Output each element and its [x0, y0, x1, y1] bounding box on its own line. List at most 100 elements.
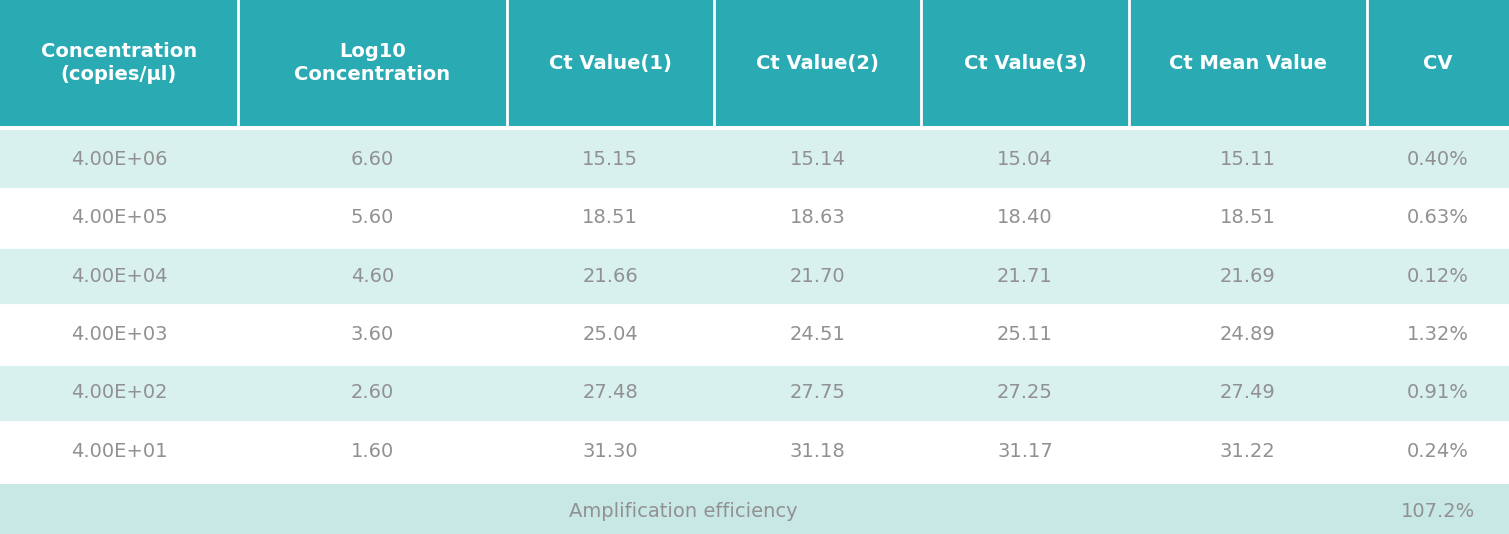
Text: 21.66: 21.66 [582, 267, 638, 286]
Text: 21.71: 21.71 [997, 267, 1053, 286]
Text: 25.04: 25.04 [582, 325, 638, 344]
Text: 6.60: 6.60 [350, 150, 394, 169]
Bar [714, 305, 922, 364]
Bar [922, 189, 1129, 247]
Bar [714, 247, 922, 305]
Text: 18.51: 18.51 [582, 208, 638, 227]
Bar [922, 422, 1129, 481]
Text: 31.30: 31.30 [582, 442, 638, 461]
Text: Ct Value(1): Ct Value(1) [549, 54, 672, 73]
Text: 15.15: 15.15 [582, 150, 638, 169]
Text: Log10
Concentration: Log10 Concentration [294, 42, 450, 84]
Bar [238, 189, 507, 247]
Text: 15.04: 15.04 [997, 150, 1053, 169]
Bar [507, 247, 714, 305]
Text: 31.18: 31.18 [789, 442, 845, 461]
Bar [0, 305, 238, 364]
Bar [238, 422, 507, 481]
Text: 1.60: 1.60 [350, 442, 394, 461]
Bar [0, 481, 1509, 484]
Bar [922, 364, 1129, 422]
Text: 0.24%: 0.24% [1406, 442, 1468, 461]
Text: 24.89: 24.89 [1219, 325, 1275, 344]
Bar [238, 364, 507, 422]
Bar [1129, 130, 1367, 189]
Bar [1367, 422, 1509, 481]
Text: 4.00E+02: 4.00E+02 [71, 383, 167, 403]
Bar [0, 127, 1509, 130]
Bar [238, 0, 507, 127]
Text: Concentration
(copies/μl): Concentration (copies/μl) [41, 42, 198, 84]
Bar [714, 130, 922, 189]
Bar [1367, 305, 1509, 364]
Text: 25.11: 25.11 [997, 325, 1053, 344]
Text: CV: CV [1423, 54, 1453, 73]
Bar [1367, 189, 1509, 247]
Text: 4.00E+03: 4.00E+03 [71, 325, 167, 344]
Bar [1367, 0, 1509, 127]
Bar [507, 0, 714, 127]
Bar [507, 364, 714, 422]
Bar [238, 305, 507, 364]
Bar [1129, 247, 1367, 305]
Text: 4.00E+06: 4.00E+06 [71, 150, 167, 169]
Bar [0, 189, 238, 247]
Bar [1367, 247, 1509, 305]
Text: 3.60: 3.60 [350, 325, 394, 344]
Text: 27.75: 27.75 [789, 383, 845, 403]
Text: 0.91%: 0.91% [1406, 383, 1468, 403]
Text: 18.40: 18.40 [997, 208, 1053, 227]
Text: 21.69: 21.69 [1219, 267, 1275, 286]
Bar [922, 130, 1129, 189]
Bar [0, 484, 1509, 534]
Text: 27.48: 27.48 [582, 383, 638, 403]
Text: 27.25: 27.25 [997, 383, 1053, 403]
Text: 24.51: 24.51 [789, 325, 845, 344]
Bar [922, 247, 1129, 305]
Bar [1367, 364, 1509, 422]
Text: 1.32%: 1.32% [1406, 325, 1468, 344]
Text: 27.49: 27.49 [1219, 383, 1275, 403]
Bar [1129, 364, 1367, 422]
Bar [0, 130, 238, 189]
Bar [0, 247, 238, 305]
Bar [0, 422, 238, 481]
Text: 15.14: 15.14 [789, 150, 845, 169]
Bar [1367, 130, 1509, 189]
Bar [238, 247, 507, 305]
Bar [0, 0, 238, 127]
Bar [507, 305, 714, 364]
Text: 18.51: 18.51 [1219, 208, 1275, 227]
Text: 107.2%: 107.2% [1400, 501, 1474, 521]
Text: 15.11: 15.11 [1219, 150, 1275, 169]
Bar [714, 364, 922, 422]
Bar [922, 305, 1129, 364]
Text: 0.40%: 0.40% [1406, 150, 1468, 169]
Text: 5.60: 5.60 [350, 208, 394, 227]
Text: 31.17: 31.17 [997, 442, 1053, 461]
Bar [714, 422, 922, 481]
Bar [922, 0, 1129, 127]
Text: 4.00E+05: 4.00E+05 [71, 208, 167, 227]
Text: 4.60: 4.60 [350, 267, 394, 286]
Bar [714, 0, 922, 127]
Bar [507, 189, 714, 247]
Bar [714, 189, 922, 247]
Text: 4.00E+01: 4.00E+01 [71, 442, 167, 461]
Bar [1129, 189, 1367, 247]
Text: 0.12%: 0.12% [1406, 267, 1468, 286]
Bar [1129, 305, 1367, 364]
Text: 0.63%: 0.63% [1406, 208, 1468, 227]
Text: 31.22: 31.22 [1219, 442, 1275, 461]
Text: Amplification efficiency: Amplification efficiency [569, 501, 798, 521]
Bar [1129, 0, 1367, 127]
Text: Ct Mean Value: Ct Mean Value [1168, 54, 1326, 73]
Bar [507, 422, 714, 481]
Text: Ct Value(3): Ct Value(3) [964, 54, 1086, 73]
Bar [238, 130, 507, 189]
Bar [0, 364, 238, 422]
Text: 21.70: 21.70 [789, 267, 845, 286]
Text: 4.00E+04: 4.00E+04 [71, 267, 167, 286]
Text: 2.60: 2.60 [350, 383, 394, 403]
Bar [507, 130, 714, 189]
